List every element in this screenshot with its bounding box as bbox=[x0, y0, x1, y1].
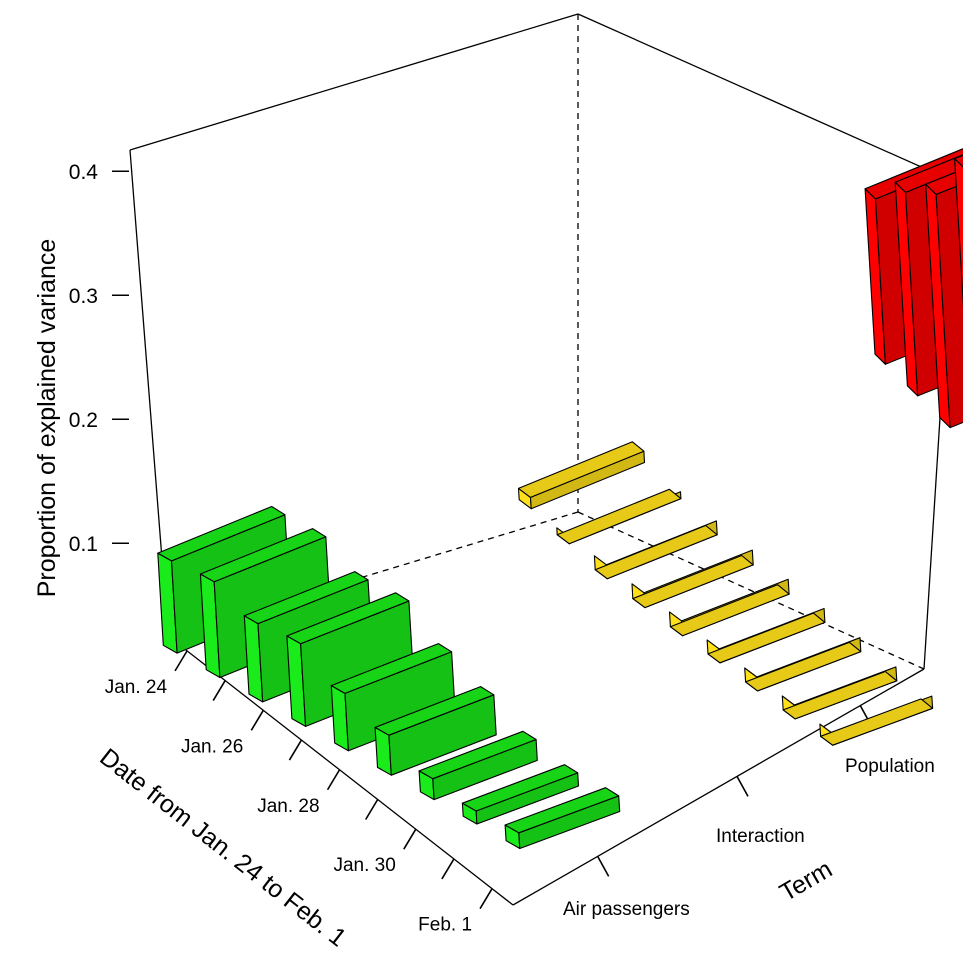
bar-air-passengers-8 bbox=[461, 764, 580, 825]
bar-top-face bbox=[243, 571, 369, 625]
bar-population-4 bbox=[954, 154, 963, 309]
date-axis-label: Date from Jan. 24 to Feb. 1 bbox=[94, 743, 351, 952]
bar-interaction-6 bbox=[706, 607, 826, 664]
frame-top-right bbox=[577, 13, 956, 183]
bar-top-face bbox=[894, 154, 963, 193]
bar-top-face bbox=[157, 505, 286, 562]
date-tick-label: Jan. 26 bbox=[181, 736, 243, 757]
bar-top-face bbox=[461, 764, 579, 812]
date-tick bbox=[364, 799, 379, 820]
date-tick bbox=[326, 769, 341, 791]
bar-interaction-1 bbox=[517, 441, 646, 510]
bar-side-face bbox=[935, 183, 963, 429]
bar-interaction-8 bbox=[781, 666, 898, 720]
date-tick-label: Jan. 30 bbox=[333, 855, 395, 876]
bar-interaction-5 bbox=[668, 578, 790, 637]
bar-top-face bbox=[418, 730, 537, 780]
bar-top-face bbox=[594, 524, 718, 580]
z-tick-label: 0.4 bbox=[69, 161, 99, 184]
date-tick-label: Jan. 24 bbox=[105, 677, 168, 698]
term-tick-label: Air passengers bbox=[563, 899, 690, 920]
bar-top-face bbox=[669, 584, 790, 637]
frame-top-left bbox=[129, 13, 579, 151]
term-tick-label: Interaction bbox=[716, 826, 805, 847]
bar-top-face bbox=[954, 154, 963, 168]
term-axis-label: Term bbox=[775, 855, 837, 907]
term-tick-label: Population bbox=[845, 756, 935, 777]
z-axis-label: Proportion of explained variance bbox=[33, 239, 61, 598]
z-tick-label: 0.2 bbox=[69, 409, 98, 432]
bar-interaction-2 bbox=[556, 488, 682, 545]
date-tick bbox=[212, 680, 226, 701]
bar-population-3 bbox=[925, 168, 963, 429]
bar-interaction-3 bbox=[593, 520, 718, 580]
date-tick bbox=[403, 828, 417, 850]
bar-top-face bbox=[745, 641, 862, 692]
frame-bottom-right bbox=[512, 668, 925, 906]
term-tick bbox=[596, 855, 610, 877]
z-tick-label: 0.3 bbox=[69, 285, 98, 308]
date-tick bbox=[250, 709, 264, 731]
z-tick-label: 0.1 bbox=[69, 533, 98, 556]
bars bbox=[157, 148, 963, 850]
bar-interaction-4 bbox=[631, 549, 754, 609]
bar-top-face bbox=[199, 528, 327, 583]
date-tick bbox=[441, 858, 455, 880]
bar-top-face bbox=[374, 686, 495, 736]
term-axis: Air passengers Interaction Population bbox=[563, 705, 935, 920]
date-axis: Jan. 24 Jan. 26 Jan. 28 Jan. 30 Feb. 1 bbox=[105, 650, 493, 936]
bar-top-face bbox=[517, 441, 645, 498]
bar-top-face bbox=[286, 592, 410, 645]
bar-air-passengers-6 bbox=[374, 686, 497, 776]
bar-interaction-9 bbox=[819, 695, 934, 746]
date-tick-label: Feb. 1 bbox=[418, 915, 472, 936]
box-frame bbox=[129, 13, 956, 906]
bar-top-face bbox=[632, 554, 754, 609]
bar-top-face bbox=[504, 787, 620, 834]
date-tick bbox=[288, 739, 303, 761]
term-tick bbox=[736, 775, 749, 797]
z-axis: 0.1 0.2 0.3 0.4 bbox=[69, 161, 129, 556]
bar-top-face bbox=[556, 488, 682, 545]
bar-air-passengers-7 bbox=[418, 730, 538, 801]
date-tick-label: Jan. 28 bbox=[257, 796, 319, 817]
bar-top-face bbox=[707, 612, 826, 664]
bar-interaction-7 bbox=[744, 637, 862, 692]
bar-air-passengers-4 bbox=[286, 592, 415, 727]
hidden-edge-back-right bbox=[577, 511, 925, 670]
date-tick bbox=[174, 650, 188, 672]
bar-top-face bbox=[330, 643, 453, 694]
bar-top-face bbox=[782, 670, 898, 720]
bar-top-face bbox=[820, 698, 934, 746]
bar-air-passengers-9 bbox=[504, 787, 621, 850]
date-tick bbox=[479, 888, 493, 910]
bar-top-face bbox=[864, 148, 963, 200]
